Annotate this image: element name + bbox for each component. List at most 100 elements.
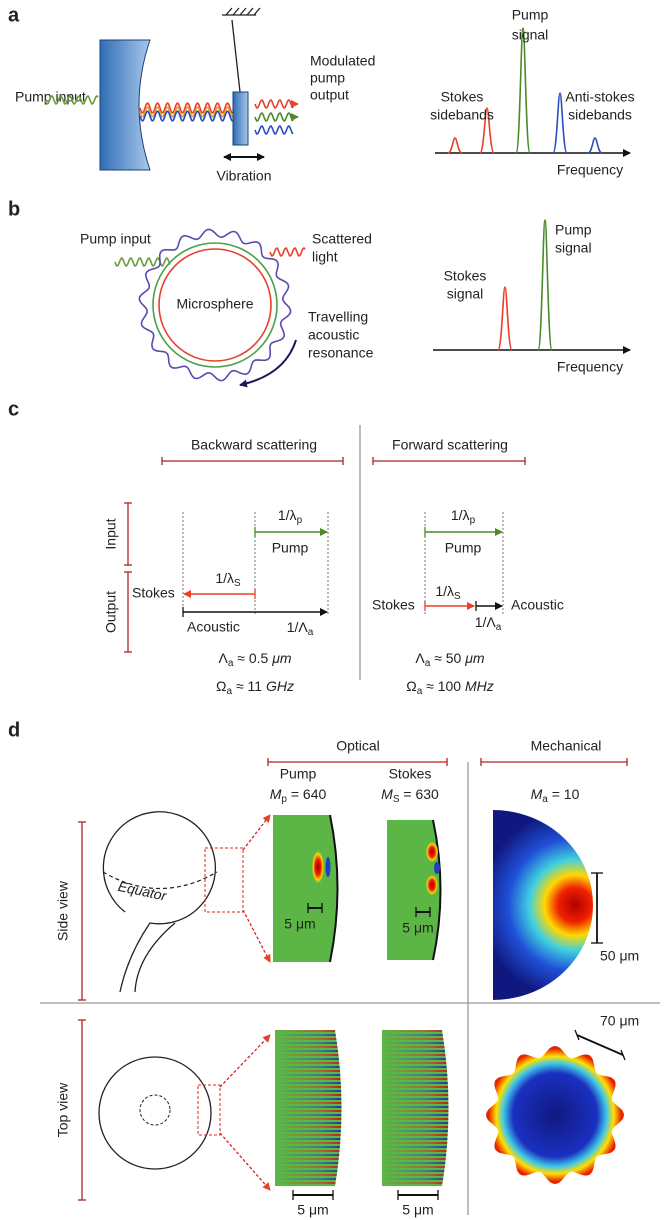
wave [254,125,294,135]
fringe [382,1050,449,1052]
spectral-peak [497,286,513,351]
fringe [382,1114,449,1116]
fringe [275,1170,342,1172]
fringe [275,1186,350,1188]
fringe [382,1146,449,1148]
equation-sub: a [228,658,234,669]
equation-unit: GHz [266,678,294,694]
stokes-label: Stokes [372,597,415,613]
field-lobe [325,857,331,877]
fringe [382,1082,449,1084]
stokes-label: Stokes [132,585,175,601]
fringe [275,1174,342,1176]
fringe [275,1034,342,1036]
equation: Λa ≈ 50 μm [415,650,485,669]
fringe [382,1078,449,1080]
surface [432,819,442,961]
wavevector-label-sub: a [496,622,502,633]
equator [102,871,218,890]
fringe [275,1042,342,1044]
fringe [382,1166,449,1168]
field-lobe [434,862,440,874]
fringe [382,1126,449,1128]
wave [139,110,235,122]
scale-bar [574,1029,580,1041]
wavevector-label: 1/λp [278,507,303,526]
fringe [382,1118,449,1120]
fringe [275,1162,342,1164]
equation-rest: ≈ 100 [422,678,465,694]
equation-rest: ≈ 0.5 [233,650,272,666]
spectral-peak [447,137,463,154]
wavevector-label-sub: a [308,627,314,638]
mode-number-base: M [270,786,282,802]
axis-label: Frequency [557,359,623,375]
fringe [382,1038,449,1040]
fringe [382,1042,449,1044]
scale-label: 5 μm [284,916,315,932]
acoustic-label: Acoustic [187,619,240,635]
sphere-outline [102,811,216,993]
fringe [275,1118,342,1120]
equation: Λa ≈ 0.5 μm [218,650,291,669]
fringe [382,1134,449,1136]
fringe [275,1066,342,1068]
wavevector-label: 1/λS [215,570,241,589]
row-label: Input [103,518,119,549]
wavevector-label: 1/λS [435,583,461,602]
mode-number-rest: = 10 [548,786,580,802]
pump-signal-label: signal [512,27,549,43]
acoustic-label: Acoustic [511,597,564,613]
zoom-box [197,1084,221,1136]
wave [114,257,171,267]
fringe [382,1030,449,1032]
fringe [275,1074,342,1076]
fringe [382,1074,449,1076]
fringe [275,1102,342,1104]
fringe [382,1058,449,1060]
hatch [246,7,254,16]
mode-number: Ma = 10 [531,786,580,805]
fixed-mirror [99,39,151,171]
fringe [275,1166,342,1168]
fringe [382,1102,449,1104]
fringe [275,1054,342,1056]
spectral-peak [479,107,495,154]
pump-signal-label: signal [555,240,592,256]
fringe [275,1154,342,1156]
fringe [275,1058,342,1060]
fringe [275,1142,342,1144]
fringe [275,1182,342,1184]
fringe [275,1038,342,1040]
fringe [275,1082,342,1084]
optical-mode [158,248,272,362]
fringe [275,1090,342,1092]
mode-number: Mp = 640 [270,786,327,805]
output-label: pump [310,70,345,86]
output-label: Modulated [310,53,375,69]
spectral-peak [552,92,568,154]
fringe [382,1162,449,1164]
wave [139,106,235,118]
stokes-signal-label: signal [447,286,484,302]
spectral-peak [587,137,603,154]
optical-mode [152,242,278,368]
fringe [382,1158,449,1160]
acoustic-label: resonance [308,345,374,361]
fringe [382,1142,449,1144]
fringe [382,1046,449,1048]
pump-signal-label: Pump [555,222,592,238]
scale-label: 5 μm [402,920,433,936]
panel-label: a [8,4,20,26]
fringe [275,1146,342,1148]
acoustic-label: Travelling [308,309,368,325]
row-label: Output [103,591,119,633]
wavevector-label-sub: S [454,591,461,602]
equation-sub: a [417,686,423,697]
equation-base: Ω [216,678,226,694]
vibration-label: Vibration [216,168,271,184]
fringe [382,1186,457,1188]
zoom-line [219,1132,271,1191]
mode-number-base: M [531,786,543,802]
fringe [275,1138,342,1140]
